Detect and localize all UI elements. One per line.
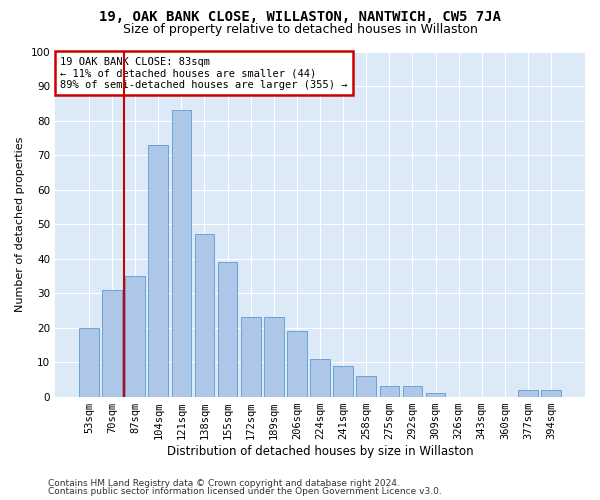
Bar (334, 366, 353, 396)
Text: Size of property relative to detached houses in Willaston: Size of property relative to detached ho… (122, 22, 478, 36)
Bar (102, 290, 122, 397)
X-axis label: Distribution of detached houses by size in Willaston: Distribution of detached houses by size … (167, 444, 473, 458)
Bar (287, 331, 307, 396)
Text: 19, OAK BANK CLOSE, WILLASTON, NANTWICH, CW5 7JA: 19, OAK BANK CLOSE, WILLASTON, NANTWICH,… (99, 10, 501, 24)
Text: 19 OAK BANK CLOSE: 83sqm
← 11% of detached houses are smaller (44)
89% of semi-d: 19 OAK BANK CLOSE: 83sqm ← 11% of detach… (61, 56, 348, 90)
Bar (218, 262, 238, 396)
Bar (541, 390, 561, 396)
Text: Contains HM Land Registry data © Crown copyright and database right 2024.: Contains HM Land Registry data © Crown c… (48, 478, 400, 488)
Bar (403, 386, 422, 396)
Bar (426, 393, 445, 396)
Bar (125, 276, 145, 396)
Bar (310, 358, 330, 397)
Bar (172, 110, 191, 397)
Bar (148, 144, 168, 396)
Y-axis label: Number of detached properties: Number of detached properties (15, 136, 25, 312)
Bar (194, 234, 214, 396)
Bar (264, 317, 284, 396)
Text: Contains public sector information licensed under the Open Government Licence v3: Contains public sector information licen… (48, 488, 442, 496)
Bar (380, 386, 399, 396)
Bar (241, 317, 260, 396)
Bar (356, 376, 376, 396)
Bar (518, 390, 538, 396)
Bar (79, 328, 99, 396)
